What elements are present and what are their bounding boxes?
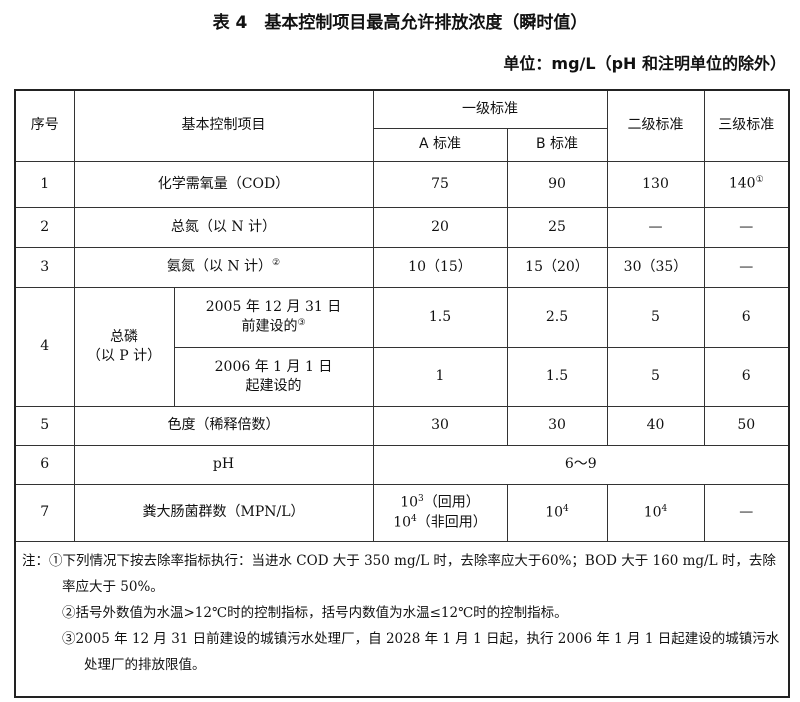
footnote-ref: ②: [272, 258, 281, 269]
cell-item: 氨氮（以 N 计）②: [73, 246, 374, 288]
table-row: 5 色度（稀释倍数） 30 30 40 50: [14, 405, 790, 446]
value: 10: [393, 514, 412, 531]
footnote-ref: ③: [297, 317, 306, 328]
header-item: 基本控制项目: [73, 89, 374, 162]
cell-g3: —: [703, 206, 790, 248]
cell-g2: —: [606, 206, 705, 248]
value: 2005 年 12 月 31 日: [205, 298, 342, 315]
value: 10: [545, 504, 564, 521]
header-grade1: 一级标准: [372, 89, 608, 129]
cell-no: 3: [14, 246, 75, 288]
cell-g2: 104: [606, 483, 705, 542]
value: 总磷: [110, 328, 138, 345]
value: 前建设的: [241, 318, 298, 335]
cell-g3: 6: [703, 346, 790, 407]
header-grade3: 三级标准: [703, 89, 790, 162]
cell-b: 104: [506, 483, 608, 542]
value: 2006 年 1 月 1 日: [214, 358, 333, 375]
exponent: 4: [661, 503, 668, 514]
table-row: 4 总磷 （以 P 计） 2005 年 12 月 31 日前建设的③ 1.5 2.…: [14, 286, 790, 407]
header-no: 序号: [14, 89, 75, 162]
cell-item: 色度（稀释倍数）: [73, 405, 374, 446]
cell-a: 30: [372, 405, 508, 446]
cell-item: 粪大肠菌群数（MPN/L）: [73, 483, 374, 542]
table-row: 6 pH 6～9: [14, 444, 790, 485]
value: （非回用）: [416, 514, 487, 531]
cell-no: 7: [14, 483, 75, 542]
cell-g2: 30（35）: [606, 246, 705, 288]
table-row: 1 化学需氧量（COD） 75 90 130 140①: [14, 160, 790, 208]
cell-b: 90: [506, 160, 608, 208]
cell-no: 5: [14, 405, 75, 446]
cell-g3: —: [703, 246, 790, 288]
value: （回用）: [423, 494, 480, 511]
table-notes: 注：①下列情况下按去除率指标执行：当进水 COD 大于 350 mg/L 时，去…: [14, 540, 790, 698]
cell-b: 1.5: [506, 346, 608, 407]
unit-note: 单位：mg/L（pH 和注明单位的除外）: [503, 54, 786, 73]
cell-no: 4: [14, 286, 75, 407]
table-title: 表 4 基本控制项目最高允许排放浓度（瞬时值）: [212, 13, 588, 33]
cell-no: 6: [14, 444, 75, 485]
cell-item: 化学需氧量（COD）: [73, 160, 374, 208]
cell-a: 1: [372, 346, 508, 407]
table-row: 2006 年 1 月 1 日起建设的 1 1.5 5 6: [15, 346, 790, 407]
cell-g3: 140①: [703, 160, 790, 208]
cell-b: 30: [506, 405, 608, 446]
table-row: 2 总氮（以 N 计） 20 25 — —: [14, 206, 790, 248]
cell-a: 10（15）: [372, 246, 508, 288]
exponent: 4: [563, 503, 569, 514]
cell-g2: 40: [606, 405, 705, 446]
cell-a: 1.5: [372, 286, 508, 348]
cell-g2: 5: [606, 346, 705, 407]
cell-b: 2.5: [506, 286, 608, 348]
table-row: 7 粪大肠菌群数（MPN/L） 103（回用） 104（非回用） 104 104…: [14, 483, 790, 542]
cell-no: 2: [14, 206, 75, 248]
value: 140: [728, 175, 756, 192]
value: （以 P 计）: [86, 347, 162, 364]
note: 注：①下列情况下按去除率指标执行：当进水 COD 大于 350 mg/L 时，去…: [22, 552, 776, 595]
cell-g2: 5: [606, 286, 705, 348]
value: 10: [643, 504, 662, 521]
cell-a: 75: [372, 160, 508, 208]
cell-g3: 50: [703, 405, 790, 446]
cell-b: 25: [506, 206, 608, 248]
note: ③2005 年 12 月 31 日前建设的城镇污水处理厂，自 2028 年 1 …: [62, 630, 780, 673]
header-a: A 标准: [372, 127, 508, 162]
exponent: 4: [411, 513, 417, 524]
note: ②括号外数值为水温>12℃时的控制指标，括号内数值为水温≤12℃时的控制指标。: [62, 604, 568, 621]
cell-a: 103（回用） 104（非回用）: [372, 483, 508, 542]
cell-item: 总磷 （以 P 计）: [73, 286, 175, 407]
cell-subitem: 2005 年 12 月 31 日前建设的③: [173, 286, 374, 348]
value: 氨氮（以 N 计）: [166, 258, 273, 275]
cell-g3: —: [703, 483, 790, 542]
standards-table: 序号 基本控制项目 一级标准 二级标准 三级标准 A 标准 B 标准 1 化学需…: [14, 89, 790, 698]
cell-all-grades: 6～9: [372, 444, 790, 485]
cell-a: 20: [372, 206, 508, 248]
cell-subitem: 2006 年 1 月 1 日起建设的: [173, 346, 374, 407]
header-grade2: 二级标准: [606, 89, 705, 162]
table-row: 3 氨氮（以 N 计）② 10（15） 15（20） 30（35） —: [14, 246, 790, 288]
cell-item: pH: [73, 444, 374, 485]
cell-g2: 130: [606, 160, 705, 208]
cell-item: 总氮（以 N 计）: [73, 206, 374, 248]
footnote-ref: ①: [755, 175, 764, 186]
exponent: 3: [418, 493, 424, 504]
value: 起建设的: [245, 377, 302, 394]
header-b: B 标准: [506, 127, 608, 162]
cell-g3: 6: [703, 286, 790, 348]
cell-b: 15（20）: [506, 246, 608, 288]
value: 10: [400, 494, 419, 511]
cell-no: 1: [14, 160, 75, 208]
